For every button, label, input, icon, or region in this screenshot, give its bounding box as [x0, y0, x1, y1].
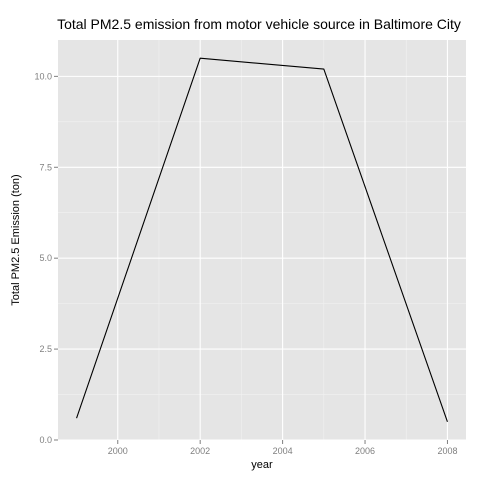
x-tick-label: 2006 — [355, 446, 375, 456]
y-tick-label: 0.0 — [39, 435, 52, 445]
plot-panel — [58, 40, 466, 440]
y-axis-title: Total PM2.5 Emission (ton) — [10, 174, 22, 305]
x-tick-label: 2004 — [273, 446, 293, 456]
y-tick-label: 10.0 — [34, 71, 52, 81]
major-gridlines — [58, 40, 466, 441]
x-tick-label: 2002 — [190, 446, 210, 456]
y-tick-label: 2.5 — [39, 344, 52, 354]
x-tick-label: 2008 — [437, 446, 457, 456]
y-tick-label: 5.0 — [39, 253, 52, 263]
x-axis: 2000 2002 2004 2006 2008 — [108, 440, 457, 456]
y-axis: 0.0 2.5 5.0 7.5 10.0 — [34, 71, 58, 445]
y-tick-label: 7.5 — [39, 162, 52, 172]
x-tick-label: 2000 — [108, 446, 128, 456]
series-layer — [76, 57, 448, 423]
chart-title: Total PM2.5 emission from motor vehicle … — [57, 16, 461, 32]
x-axis-title: year — [251, 459, 273, 471]
minor-gridlines — [58, 40, 466, 440]
series-line — [76, 57, 448, 423]
